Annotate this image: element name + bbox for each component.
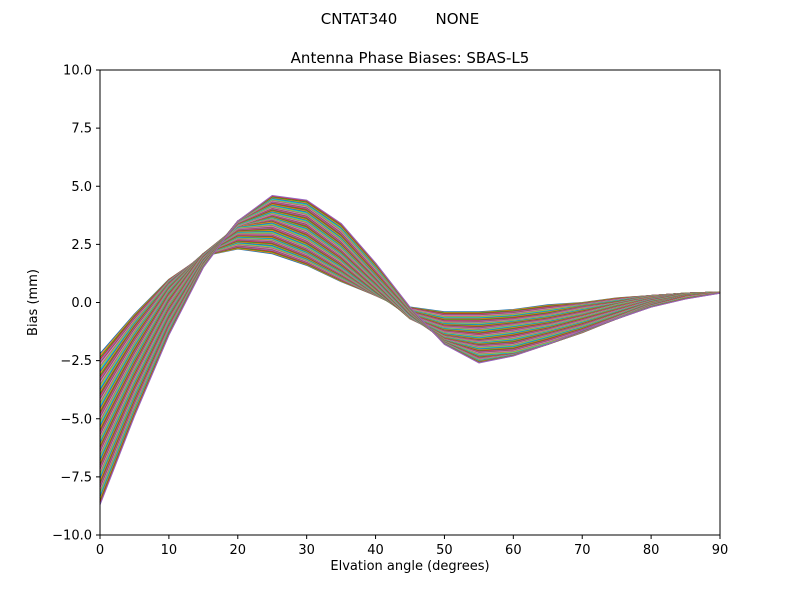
axes-title: Antenna Phase Biases: SBAS-L5: [290, 49, 530, 67]
svg-text:20: 20: [230, 543, 247, 558]
svg-text:0: 0: [96, 543, 104, 558]
y-axis-label: Bias (mm): [26, 269, 41, 336]
svg-text:−10.0: −10.0: [52, 529, 92, 544]
x-axis-label: Elvation angle (degrees): [330, 559, 490, 574]
svg-text:30: 30: [298, 543, 315, 558]
svg-text:80: 80: [643, 543, 660, 558]
svg-text:10: 10: [161, 543, 178, 558]
svg-text:−2.5: −2.5: [60, 354, 92, 369]
svg-text:50: 50: [436, 543, 453, 558]
svg-text:60: 60: [505, 543, 522, 558]
svg-text:−5.0: −5.0: [60, 412, 92, 427]
svg-text:70: 70: [574, 543, 591, 558]
svg-text:40: 40: [367, 543, 384, 558]
svg-text:0.0: 0.0: [71, 296, 92, 311]
svg-text:5.0: 5.0: [71, 180, 92, 195]
svg-text:−7.5: −7.5: [60, 470, 92, 485]
figure-suptitle: CNTAT340 NONE: [320, 10, 480, 28]
svg-text:10.0: 10.0: [63, 64, 92, 79]
svg-text:2.5: 2.5: [71, 238, 92, 253]
svg-text:7.5: 7.5: [71, 122, 92, 137]
svg-text:90: 90: [712, 543, 729, 558]
